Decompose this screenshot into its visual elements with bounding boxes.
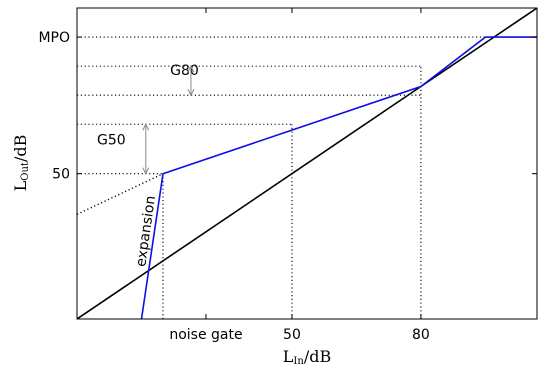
annotation-arrow [142, 123, 150, 175]
axis-ticks: noise gate 50 80 50 MPO [38, 8, 537, 343]
series-line-2 [77, 173, 164, 215]
series-line-0 [77, 8, 537, 319]
series-line-1 [140, 36, 537, 319]
y-tick-label: 50 [52, 167, 70, 183]
annotation-G50: G50 [97, 133, 126, 149]
y-axis-label: LOut/dB [11, 135, 31, 192]
annotation-G80: G80 [170, 63, 199, 79]
plot-content [77, 8, 537, 319]
annotation-arrow [187, 65, 195, 97]
x-tick-label: 50 [283, 327, 301, 343]
x-tick-label: noise gate [169, 327, 242, 343]
y-tick-label: MPO [38, 30, 70, 46]
plot-frame [76, 7, 538, 320]
x-axis-label: LIn/dB [283, 347, 331, 367]
x-tick-label: 80 [412, 327, 430, 343]
